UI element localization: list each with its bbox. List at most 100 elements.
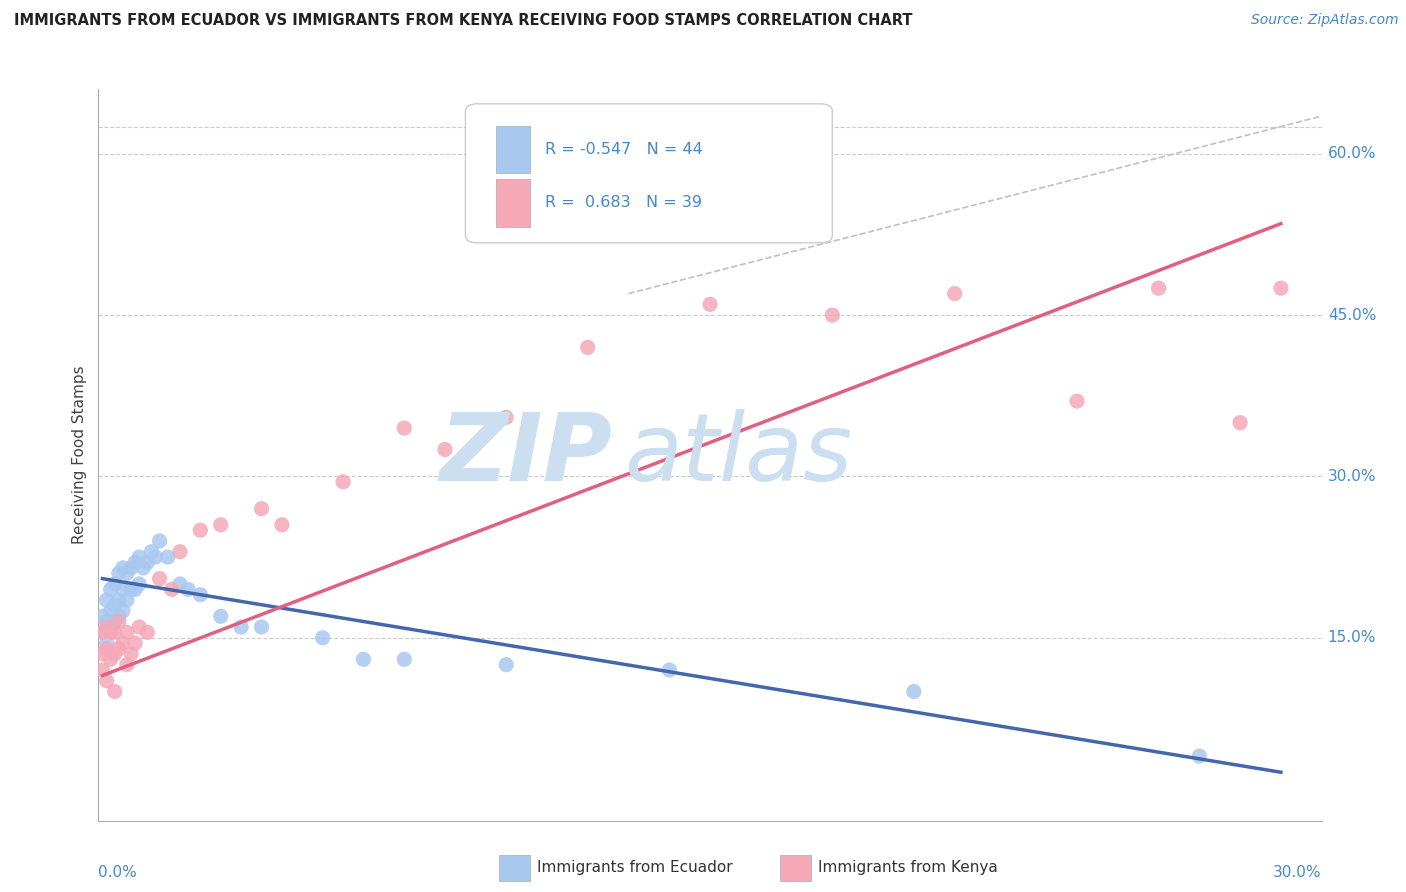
- Point: [96, 620, 118, 634]
- Text: R =  0.683   N = 39: R = 0.683 N = 39: [546, 195, 702, 211]
- Point: [169, 577, 191, 591]
- Point: [1270, 281, 1292, 295]
- Point: [100, 604, 122, 618]
- Point: [145, 550, 167, 565]
- Point: [1066, 394, 1088, 409]
- Point: [108, 593, 131, 607]
- Point: [392, 421, 416, 435]
- Point: [111, 582, 134, 597]
- Point: [188, 588, 212, 602]
- Point: [120, 582, 142, 597]
- Point: [91, 625, 114, 640]
- Point: [100, 582, 122, 597]
- Point: [434, 442, 457, 457]
- Point: [132, 561, 155, 575]
- Point: [658, 663, 681, 677]
- Text: 0.0%: 0.0%: [98, 864, 138, 880]
- Point: [120, 647, 142, 661]
- Point: [270, 517, 294, 532]
- FancyBboxPatch shape: [465, 103, 832, 243]
- Point: [100, 625, 122, 640]
- Point: [1188, 749, 1211, 764]
- Text: Immigrants from Ecuador: Immigrants from Ecuador: [537, 861, 733, 875]
- Point: [100, 652, 122, 666]
- Text: 15.0%: 15.0%: [1327, 631, 1376, 645]
- Point: [108, 609, 131, 624]
- Point: [495, 657, 517, 672]
- Point: [91, 625, 114, 640]
- Point: [392, 652, 416, 666]
- Text: 60.0%: 60.0%: [1327, 146, 1376, 161]
- Point: [115, 657, 138, 672]
- Point: [115, 566, 138, 581]
- Point: [100, 620, 122, 634]
- Point: [209, 609, 232, 624]
- Point: [96, 641, 118, 656]
- Point: [111, 561, 134, 575]
- Point: [91, 609, 114, 624]
- Point: [177, 582, 200, 597]
- FancyBboxPatch shape: [496, 126, 530, 173]
- Point: [250, 501, 273, 516]
- Text: Source: ZipAtlas.com: Source: ZipAtlas.com: [1251, 13, 1399, 28]
- Point: [104, 615, 127, 629]
- Point: [312, 631, 335, 645]
- Point: [149, 572, 172, 586]
- Point: [188, 523, 212, 537]
- Point: [352, 652, 374, 666]
- Point: [128, 577, 150, 591]
- Point: [108, 566, 131, 581]
- Point: [111, 636, 134, 650]
- Point: [136, 625, 159, 640]
- Point: [821, 308, 844, 322]
- Point: [104, 684, 127, 698]
- Point: [108, 615, 131, 629]
- Point: [124, 582, 146, 597]
- Point: [124, 556, 146, 570]
- Point: [108, 641, 131, 656]
- Point: [115, 625, 138, 640]
- Point: [96, 636, 118, 650]
- Point: [160, 582, 183, 597]
- Text: 30.0%: 30.0%: [1274, 864, 1322, 880]
- Text: R = -0.547   N = 44: R = -0.547 N = 44: [546, 142, 703, 157]
- Point: [141, 545, 163, 559]
- Point: [91, 647, 114, 661]
- Point: [128, 550, 150, 565]
- Point: [128, 620, 150, 634]
- Point: [104, 647, 127, 661]
- Point: [943, 286, 966, 301]
- Point: [96, 615, 118, 629]
- Point: [1229, 416, 1251, 430]
- Point: [96, 593, 118, 607]
- Point: [124, 636, 146, 650]
- Point: [576, 340, 599, 354]
- Point: [111, 604, 134, 618]
- Point: [149, 533, 172, 548]
- Text: atlas: atlas: [624, 409, 852, 500]
- Point: [231, 620, 253, 634]
- Point: [156, 550, 179, 565]
- Point: [120, 561, 142, 575]
- Text: IMMIGRANTS FROM ECUADOR VS IMMIGRANTS FROM KENYA RECEIVING FOOD STAMPS CORRELATI: IMMIGRANTS FROM ECUADOR VS IMMIGRANTS FR…: [14, 13, 912, 29]
- Text: ZIP: ZIP: [439, 409, 612, 501]
- Point: [903, 684, 925, 698]
- Y-axis label: Receiving Food Stamps: Receiving Food Stamps: [72, 366, 87, 544]
- Point: [104, 577, 127, 591]
- Point: [209, 517, 232, 532]
- Point: [1147, 281, 1170, 295]
- Text: 30.0%: 30.0%: [1327, 469, 1376, 484]
- Point: [104, 599, 127, 613]
- Text: 45.0%: 45.0%: [1327, 308, 1376, 323]
- FancyBboxPatch shape: [496, 179, 530, 227]
- Point: [91, 663, 114, 677]
- Point: [699, 297, 721, 311]
- Point: [115, 593, 138, 607]
- Point: [136, 556, 159, 570]
- Text: Immigrants from Kenya: Immigrants from Kenya: [818, 861, 998, 875]
- Point: [332, 475, 354, 489]
- Point: [96, 673, 118, 688]
- Point: [250, 620, 273, 634]
- Point: [169, 545, 191, 559]
- Point: [495, 410, 517, 425]
